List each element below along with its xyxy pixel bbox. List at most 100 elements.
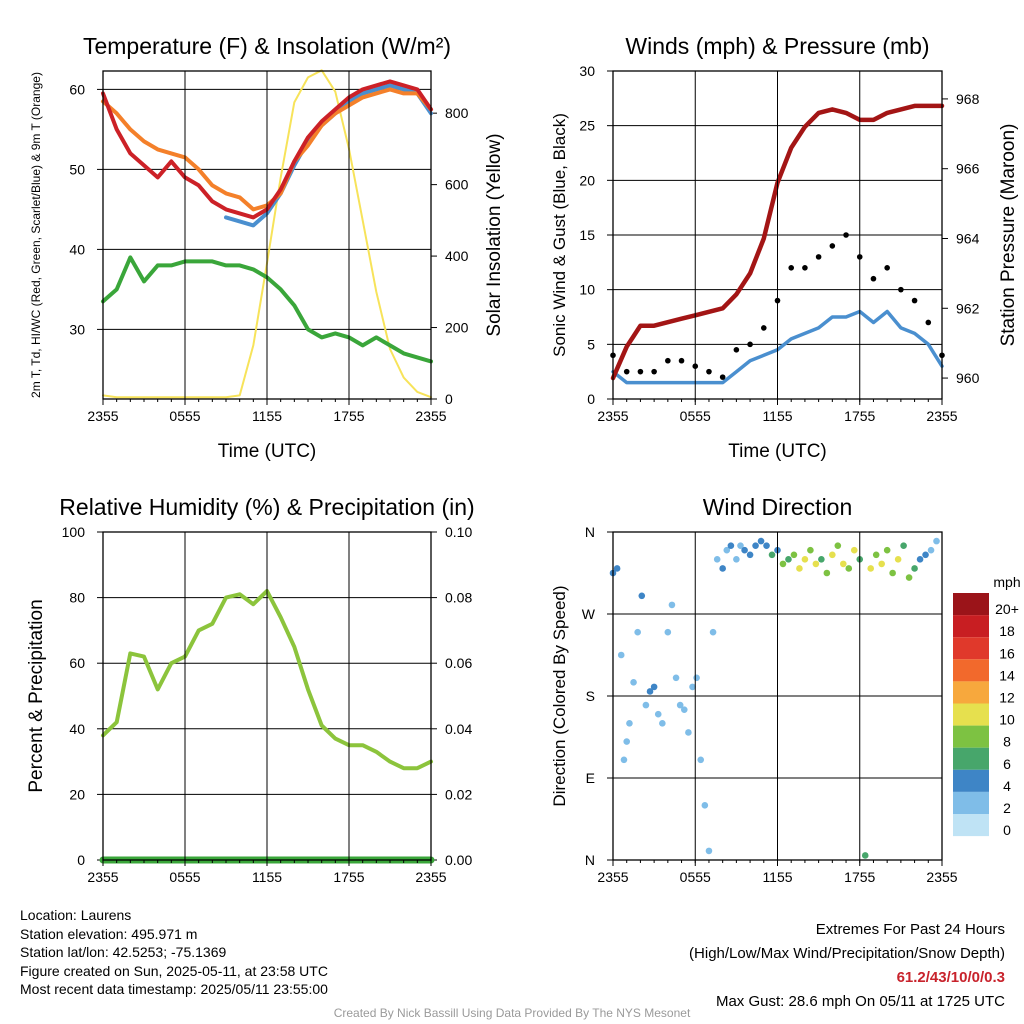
direction-point	[741, 546, 748, 554]
y-right-tick-label: 0.02	[445, 786, 472, 802]
gust-point	[884, 265, 890, 271]
direction-point	[905, 574, 913, 581]
gust-point	[665, 357, 671, 364]
panel-title: Temperature (F) & Insolation (W/m²)	[83, 33, 451, 59]
y-right-tick-label: 0.04	[445, 721, 472, 737]
y-right-tick-label: 0.00	[445, 852, 472, 868]
plot-frame	[612, 531, 943, 861]
x-axis-label: Time (UTC)	[728, 441, 827, 462]
legend-swatch	[953, 725, 989, 748]
direction-point	[737, 542, 744, 549]
info-created: Figure created on Sun, 2025-05-11, at 23…	[20, 962, 328, 979]
legend-label: 0	[1003, 822, 1011, 838]
legend-swatch	[953, 615, 989, 638]
x-tick-label: 0555	[680, 869, 711, 885]
direction-point	[922, 551, 929, 559]
y-right-tick-label: 800	[445, 105, 469, 121]
x-tick-label: 1755	[333, 869, 364, 885]
x-tick-label: 2355	[415, 408, 446, 424]
y-axis-label: 2m T, Td, HI/WC (Red, Green, Scarlet/Blu…	[29, 72, 43, 398]
gust-point	[898, 286, 904, 293]
y-tick-label: 40	[69, 721, 85, 737]
legend-label: 8	[1003, 734, 1011, 750]
y-axis-label: Direction (Colored By Speed)	[550, 585, 569, 806]
y-right-tick-label: 960	[956, 370, 980, 386]
direction-point	[818, 556, 825, 563]
legend-label: 16	[999, 645, 1015, 661]
y-right-tick-label: 0	[445, 391, 453, 407]
direction-point	[927, 546, 935, 554]
y-tick-label: 30	[579, 63, 595, 79]
x-tick-label: 2355	[597, 869, 628, 885]
y-tick-label: S	[586, 688, 595, 704]
extremes-subheading: (High/Low/Max Wind/Precipitation/Snow De…	[689, 945, 1005, 962]
legend-label: 6	[1003, 756, 1011, 772]
legend-label: 10	[999, 712, 1015, 728]
legend-swatch	[953, 814, 989, 837]
y-tick-label: 5	[587, 336, 595, 352]
direction-point	[719, 565, 726, 572]
legend-swatch	[953, 791, 989, 814]
direction-point	[900, 542, 907, 549]
direction-point	[829, 551, 836, 559]
direction-point	[823, 569, 831, 577]
plot-frame	[102, 70, 432, 400]
direction-point	[638, 592, 646, 600]
y-tick-label: E	[586, 770, 595, 786]
gust-point	[788, 265, 795, 271]
credit-line: Created By Nick Bassill Using Data Provi…	[333, 1006, 691, 1020]
direction-point	[845, 565, 853, 572]
direction-point	[672, 674, 680, 682]
gust-point	[843, 232, 849, 238]
info-location: Location: Laurens	[20, 907, 132, 923]
direction-point	[650, 683, 658, 691]
direction-point	[676, 701, 684, 709]
direction-point	[701, 802, 709, 809]
direction-point	[630, 679, 637, 686]
x-tick-label: 1155	[762, 408, 792, 424]
y-tick-label: 50	[69, 161, 85, 177]
direction-point	[693, 674, 700, 682]
legend-swatch	[953, 769, 989, 792]
direction-point	[689, 683, 696, 691]
direction-point	[697, 756, 705, 764]
y-tick-label: 60	[69, 655, 85, 671]
y-right-tick-label: 964	[956, 230, 980, 246]
direction-point	[840, 560, 847, 568]
legend-title: mph	[993, 574, 1020, 590]
gust-point	[719, 374, 726, 380]
plot-frame	[102, 531, 432, 861]
y-tick-label: W	[582, 606, 596, 622]
y-tick-label: 0	[77, 852, 85, 868]
legend-label: 18	[999, 623, 1015, 639]
gust-point	[802, 265, 808, 271]
direction-point	[646, 688, 654, 695]
direction-point	[623, 738, 631, 745]
direction-point	[812, 560, 820, 568]
y-tick-label: 20	[579, 172, 595, 188]
legend-swatch	[953, 703, 989, 726]
direction-point	[713, 556, 721, 563]
gust-point	[678, 357, 685, 364]
direction-point	[790, 551, 798, 559]
y-right-tick-label: 400	[445, 248, 469, 264]
y-right-axis-label: Station Pressure (Maroon)	[998, 124, 1019, 347]
y-right-tick-label: 0.06	[445, 655, 472, 671]
extremes-info: Extremes For Past 24 Hours (High/Low/Max…	[689, 918, 1005, 1014]
gust-point	[911, 297, 918, 304]
x-tick-label: 1155	[762, 869, 792, 885]
direction-point	[850, 546, 858, 554]
y-tick-label: 60	[69, 81, 85, 97]
gust-point	[747, 341, 753, 348]
plot-frame	[612, 70, 943, 400]
legend-label: 2	[1003, 800, 1011, 816]
direction-point	[613, 565, 621, 572]
legend-swatch	[953, 637, 989, 660]
direction-point	[709, 628, 717, 636]
direction-point	[626, 720, 633, 727]
y-right-tick-label: 962	[956, 300, 980, 316]
y-tick-label: 25	[579, 118, 595, 134]
panel-title: Wind Direction	[703, 494, 853, 520]
station-info: Location: Laurens Station elevation: 495…	[20, 906, 328, 999]
